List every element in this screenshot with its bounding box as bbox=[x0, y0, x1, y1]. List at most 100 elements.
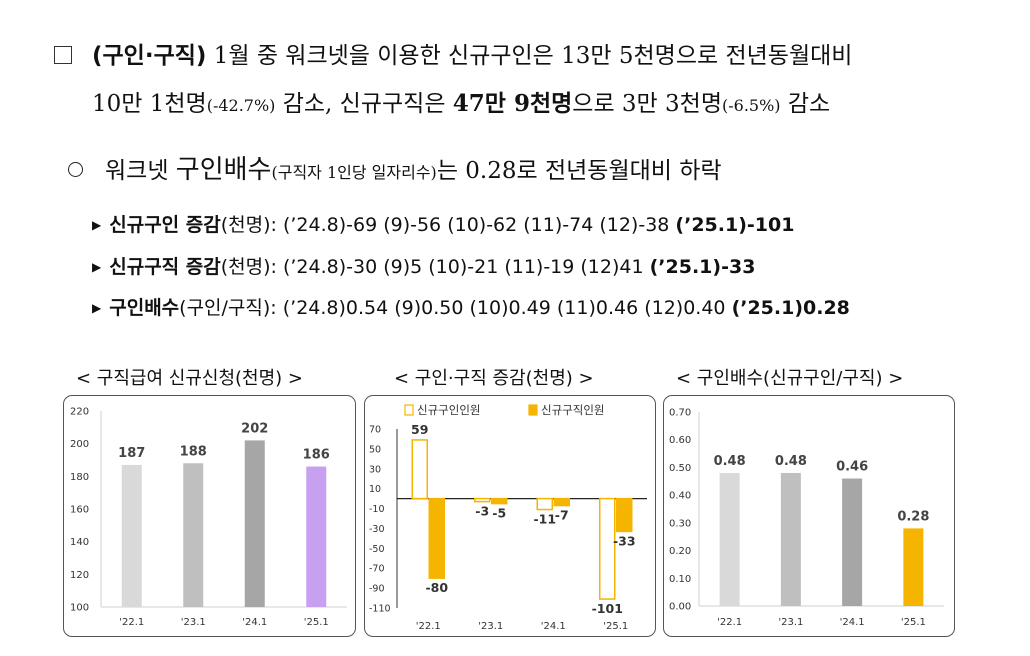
y-tick-label: 140 bbox=[70, 537, 89, 548]
bar bbox=[719, 472, 740, 606]
y-tick-label: 0.20 bbox=[669, 546, 691, 557]
summary-pct-1: (-42.7%) bbox=[206, 96, 276, 115]
y-tick-label: -70 bbox=[369, 564, 385, 575]
x-tick-label: '22.1 bbox=[416, 621, 441, 632]
ratio-text-d: 하락 bbox=[679, 158, 722, 184]
bullet-new-seekers: ▶ 신규구직 증감(천명): (’24.8)-30 (9)5 (10)-21 (1… bbox=[92, 252, 755, 279]
chart-panel-change: 70 50 30 10 -10 -30 -50 -70 -90 -110 신규구인인원 신규구직인원 5… bbox=[364, 395, 656, 637]
y-tick-label: 0.40 bbox=[669, 491, 691, 502]
section-tag: (구인·구직) bbox=[92, 43, 207, 69]
ratio-text-c: 로 전년동월대비 bbox=[516, 158, 680, 184]
x-tick-label: '23.1 bbox=[478, 621, 503, 632]
bar bbox=[474, 497, 491, 503]
y-tick-label: 200 bbox=[70, 439, 89, 450]
bar bbox=[244, 440, 265, 607]
chart-title-change: < 구인·구직 증감(천명) > bbox=[394, 368, 594, 389]
triangle-bullet-icon: ▶ bbox=[92, 218, 102, 232]
x-tick-label: '25.1 bbox=[304, 617, 329, 628]
triangle-bullet-icon: ▶ bbox=[92, 260, 102, 274]
bar bbox=[553, 497, 570, 507]
data-label: 187 bbox=[118, 446, 145, 461]
summary-paragraph: (구인·구직) 1월 중 워크넷을 이용한 신규구인은 13만 5천명으로 전년… bbox=[54, 32, 1014, 130]
ratio-paren: (구직자 1인당 일자리수) bbox=[271, 163, 437, 182]
summary-text-2b: 감소, 신규구직은 bbox=[275, 91, 453, 117]
y-tick-label: 0.00 bbox=[669, 602, 691, 613]
data-label: 188 bbox=[180, 444, 207, 459]
bullet-last: (’25.1)-33 bbox=[649, 256, 756, 278]
summary-text-1: 1월 중 워크넷을 이용한 신규구인은 13만 5천명으로 전년동월대비 bbox=[206, 43, 853, 69]
summary-pct-2: (-6.5%) bbox=[722, 96, 781, 115]
chart-panel-ratio: 0.00 0.10 0.20 0.30 0.40 0.50 0.60 0.70 0.48 '22.… bbox=[663, 395, 955, 637]
bullet-bold: 구인배수 bbox=[109, 297, 180, 319]
summary-text-2a: 10만 1천명 bbox=[92, 91, 207, 117]
y-tick-label: -90 bbox=[369, 584, 385, 595]
data-label: 186 bbox=[303, 448, 330, 463]
summary-text-2c: 으로 3만 3천명 bbox=[572, 91, 722, 117]
summary-text-2bold: 47만 9천명 bbox=[452, 90, 573, 117]
x-tick-label: '25.1 bbox=[603, 621, 628, 632]
bullet-text: (구인/구직): (’24.8)0.54 (9)0.50 (10)0.49 (1… bbox=[179, 297, 732, 319]
bullet-new-openings: ▶ 신규구인 증감(천명): (’24.8)-69 (9)-56 (10)-62 … bbox=[92, 210, 794, 237]
y-tick-label: 100 bbox=[70, 603, 89, 614]
bar bbox=[121, 464, 142, 607]
data-label: 0.48 bbox=[775, 454, 807, 469]
bar bbox=[306, 466, 327, 607]
bullet-job-ratio: ▶ 구인배수(구인/구직): (’24.8)0.54 (9)0.50 (10)0.… bbox=[92, 293, 850, 320]
y-tick-label: 10 bbox=[369, 484, 381, 495]
x-tick-label: '24.1 bbox=[242, 617, 267, 628]
checkbox-square-icon bbox=[54, 46, 72, 64]
y-tick-label: 0.50 bbox=[669, 463, 691, 474]
job-openings-ratio-chart: 0.00 0.10 0.20 0.30 0.40 0.50 0.60 0.70 0.48 '22.… bbox=[669, 408, 944, 628]
unemployment-benefit-chart: 100 120 140 160 180 200 220 187 '22.1 188 '23.1 202… bbox=[70, 407, 347, 628]
data-label: 59 bbox=[411, 422, 428, 437]
bar bbox=[616, 497, 633, 533]
data-label: -7 bbox=[555, 508, 569, 523]
bullet-text: (천명): (’24.8)-30 (9)5 (10)-21 (11)-19 (1… bbox=[220, 256, 650, 278]
chart-title-ratio: < 구인배수(신규구인/구직) > bbox=[676, 368, 904, 389]
y-tick-label: -10 bbox=[369, 504, 385, 515]
data-label: -3 bbox=[475, 504, 489, 519]
x-tick-label: '24.1 bbox=[541, 621, 566, 632]
x-tick-label: '23.1 bbox=[778, 617, 803, 628]
y-tick-label: 0.60 bbox=[669, 435, 691, 446]
y-tick-label: 70 bbox=[369, 425, 381, 436]
triangle-bullet-icon: ▶ bbox=[92, 301, 102, 315]
bar bbox=[411, 439, 428, 500]
x-tick-label: '23.1 bbox=[181, 617, 206, 628]
y-tick-label: 180 bbox=[70, 472, 89, 483]
data-label: -80 bbox=[425, 580, 448, 595]
data-label: -101 bbox=[592, 601, 623, 616]
chart-title-benefit: < 구직급여 신규신청(천명) > bbox=[76, 368, 303, 389]
data-label: -5 bbox=[492, 506, 506, 521]
y-tick-label: 30 bbox=[369, 464, 381, 475]
y-tick-label: 220 bbox=[70, 407, 89, 418]
y-tick-label: -50 bbox=[369, 544, 385, 555]
bar bbox=[780, 472, 801, 606]
legend-label: 신규구직인원 bbox=[541, 403, 604, 417]
bullet-last: (’25.1)0.28 bbox=[731, 297, 850, 319]
circle-bullet-icon bbox=[68, 162, 83, 177]
bullet-bold: 신규구직 증감 bbox=[109, 256, 221, 278]
legend-label: 신규구인인원 bbox=[417, 403, 480, 417]
chart-panel-benefit: 100 120 140 160 180 200 220 187 '22.1 188 '23.1 202… bbox=[63, 395, 356, 637]
bar bbox=[428, 497, 445, 579]
bullet-bold: 신규구인 증감 bbox=[109, 214, 221, 236]
legend-swatch bbox=[528, 404, 538, 416]
openings-seekers-change-chart: 70 50 30 10 -10 -30 -50 -70 -90 -110 신규구인인원 신규구직인원 5… bbox=[369, 403, 647, 632]
data-label: -33 bbox=[613, 533, 636, 548]
summary-line-1: (구인·구직) 1월 중 워크넷을 이용한 신규구인은 13만 5천명으로 전년… bbox=[54, 32, 1014, 80]
x-tick-label: '22.1 bbox=[717, 617, 742, 628]
y-tick-label: 50 bbox=[369, 444, 381, 455]
data-label: 0.48 bbox=[714, 454, 746, 469]
summary-text-2d: 감소 bbox=[780, 91, 831, 117]
bar bbox=[599, 497, 616, 600]
data-label: 0.46 bbox=[836, 460, 868, 475]
data-label: -11 bbox=[533, 512, 556, 527]
bullet-text: (천명): (’24.8)-69 (9)-56 (10)-62 (11)-74 … bbox=[220, 214, 676, 236]
y-tick-label: 120 bbox=[70, 570, 89, 581]
bar bbox=[183, 463, 204, 607]
ratio-text-b: 는 bbox=[436, 158, 466, 184]
bar bbox=[842, 478, 863, 606]
legend-swatch bbox=[404, 404, 414, 416]
ratio-paragraph: 워크넷 구인배수(구직자 1인당 일자리수)는 0.28로 전년동월대비 하락 bbox=[68, 149, 722, 186]
